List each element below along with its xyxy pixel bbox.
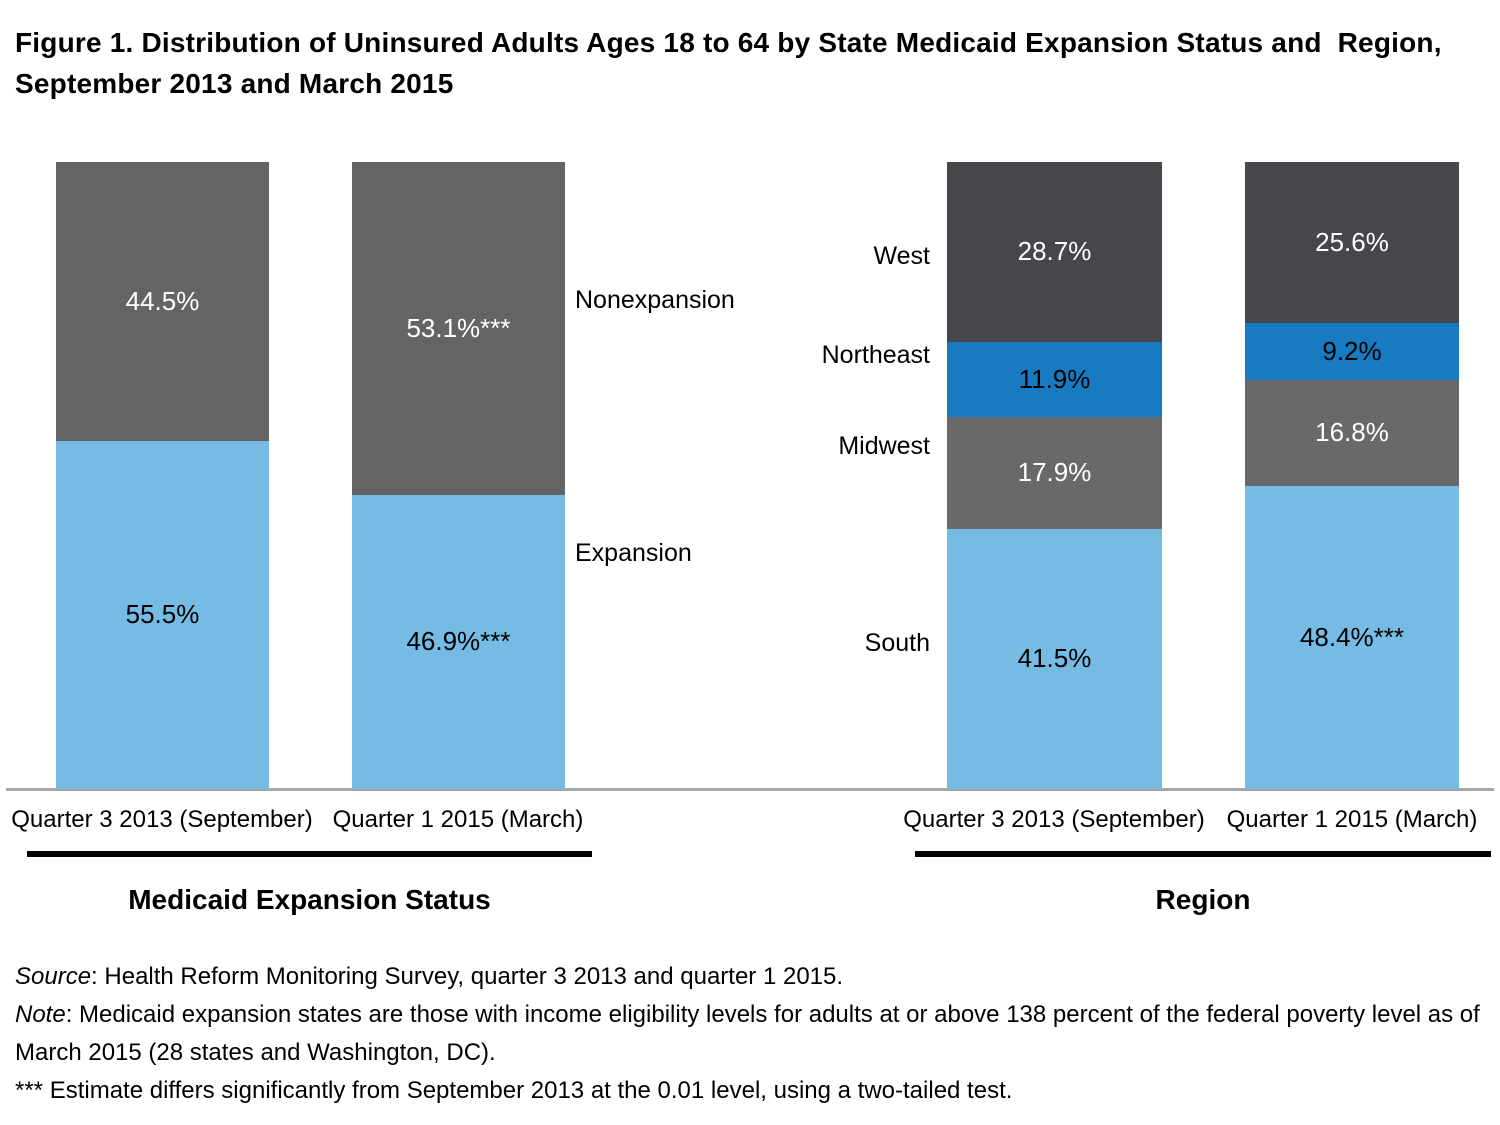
expansion-note: Note: Medicaid expansion states are thos… <box>15 996 1500 1072</box>
bar-segment-value-label: 28.7% <box>1017 236 1092 267</box>
bar-segment-south: 48.4%*** <box>1245 485 1459 789</box>
baseline-axis <box>6 788 1494 791</box>
source-text: : Health Reform Monitoring Survey, quart… <box>91 963 844 990</box>
note-text: : Medicaid expansion states are those wi… <box>15 1001 1480 1066</box>
category-label-q3-2013-expansion: Quarter 3 2013 (September) <box>11 806 313 833</box>
bar-segment-value-label: 41.5% <box>1017 643 1092 674</box>
source-prefix: Source <box>15 963 92 990</box>
series-label-midwest: Midwest <box>838 432 930 460</box>
bar-segment-northeast: 9.2% <box>1245 322 1459 381</box>
group-title-expansion-status: Medicaid Expansion Status <box>128 884 491 915</box>
bar-segment-value-label: 46.9%*** <box>406 626 511 657</box>
group-underline-expansion-status <box>27 851 592 857</box>
bar-segment-expansion: 46.9%*** <box>352 494 565 789</box>
figure-title: Figure 1. Distribution of Uninsured Adul… <box>15 27 1450 99</box>
category-label-q3-2013-region: Quarter 3 2013 (September) <box>903 806 1205 833</box>
bar-segment-west: 25.6% <box>1245 162 1459 323</box>
source-note: Source: Health Reform Monitoring Survey,… <box>15 958 1500 996</box>
group-underline-region <box>915 851 1491 857</box>
bar-expansion-status-q1-2015: 53.1%*** 46.9%*** <box>352 162 565 789</box>
bar-segment-nonexpansion: 53.1%*** <box>352 162 565 495</box>
footer-notes: Source: Health Reform Monitoring Survey,… <box>15 958 1500 1110</box>
bar-region-q1-2015: 25.6% 9.2% 16.8% 48.4%*** <box>1245 162 1459 789</box>
bar-expansion-status-q3-2013: 44.5% 55.5% <box>56 162 269 789</box>
bar-segment-value-label: 16.8% <box>1315 417 1389 448</box>
series-label-nonexpansion: Nonexpansion <box>575 286 735 314</box>
series-label-south: South <box>864 629 930 657</box>
series-label-expansion: Expansion <box>575 539 692 567</box>
group-title-region: Region <box>1155 884 1251 915</box>
category-label-q1-2015-region: Quarter 1 2015 (March) <box>1226 806 1478 833</box>
bar-segment-northeast: 11.9% <box>947 341 1162 417</box>
bar-segment-value-label: 25.6% <box>1315 226 1389 257</box>
bar-segment-midwest: 17.9% <box>947 416 1162 529</box>
bar-segment-value-label: 17.9% <box>1017 457 1092 488</box>
bar-segment-value-label: 53.1%*** <box>406 312 511 343</box>
bar-segment-south: 41.5% <box>947 528 1162 789</box>
bar-segment-value-label: 48.4%*** <box>1299 621 1405 652</box>
bar-segment-value-label: 9.2% <box>1322 335 1382 366</box>
series-label-northeast: Northeast <box>821 341 930 369</box>
note-prefix: Note <box>15 1001 66 1028</box>
category-label-q1-2015-expansion: Quarter 1 2015 (March) <box>332 806 584 833</box>
bar-region-q3-2013: 28.7% 11.9% 17.9% 41.5% <box>947 162 1162 789</box>
bar-segment-value-label: 55.5% <box>125 599 200 630</box>
bar-segment-value-label: 44.5% <box>125 286 200 316</box>
bar-segment-midwest: 16.8% <box>1245 380 1459 486</box>
bar-segment-value-label: 11.9% <box>1018 363 1091 394</box>
bar-segment-expansion: 55.5% <box>56 441 269 789</box>
bar-segment-nonexpansion: 44.5% <box>56 162 269 441</box>
series-label-west: West <box>873 242 931 270</box>
significance-note: *** Estimate differs significantly from … <box>15 1077 1013 1104</box>
bar-segment-west: 28.7% <box>947 162 1162 342</box>
